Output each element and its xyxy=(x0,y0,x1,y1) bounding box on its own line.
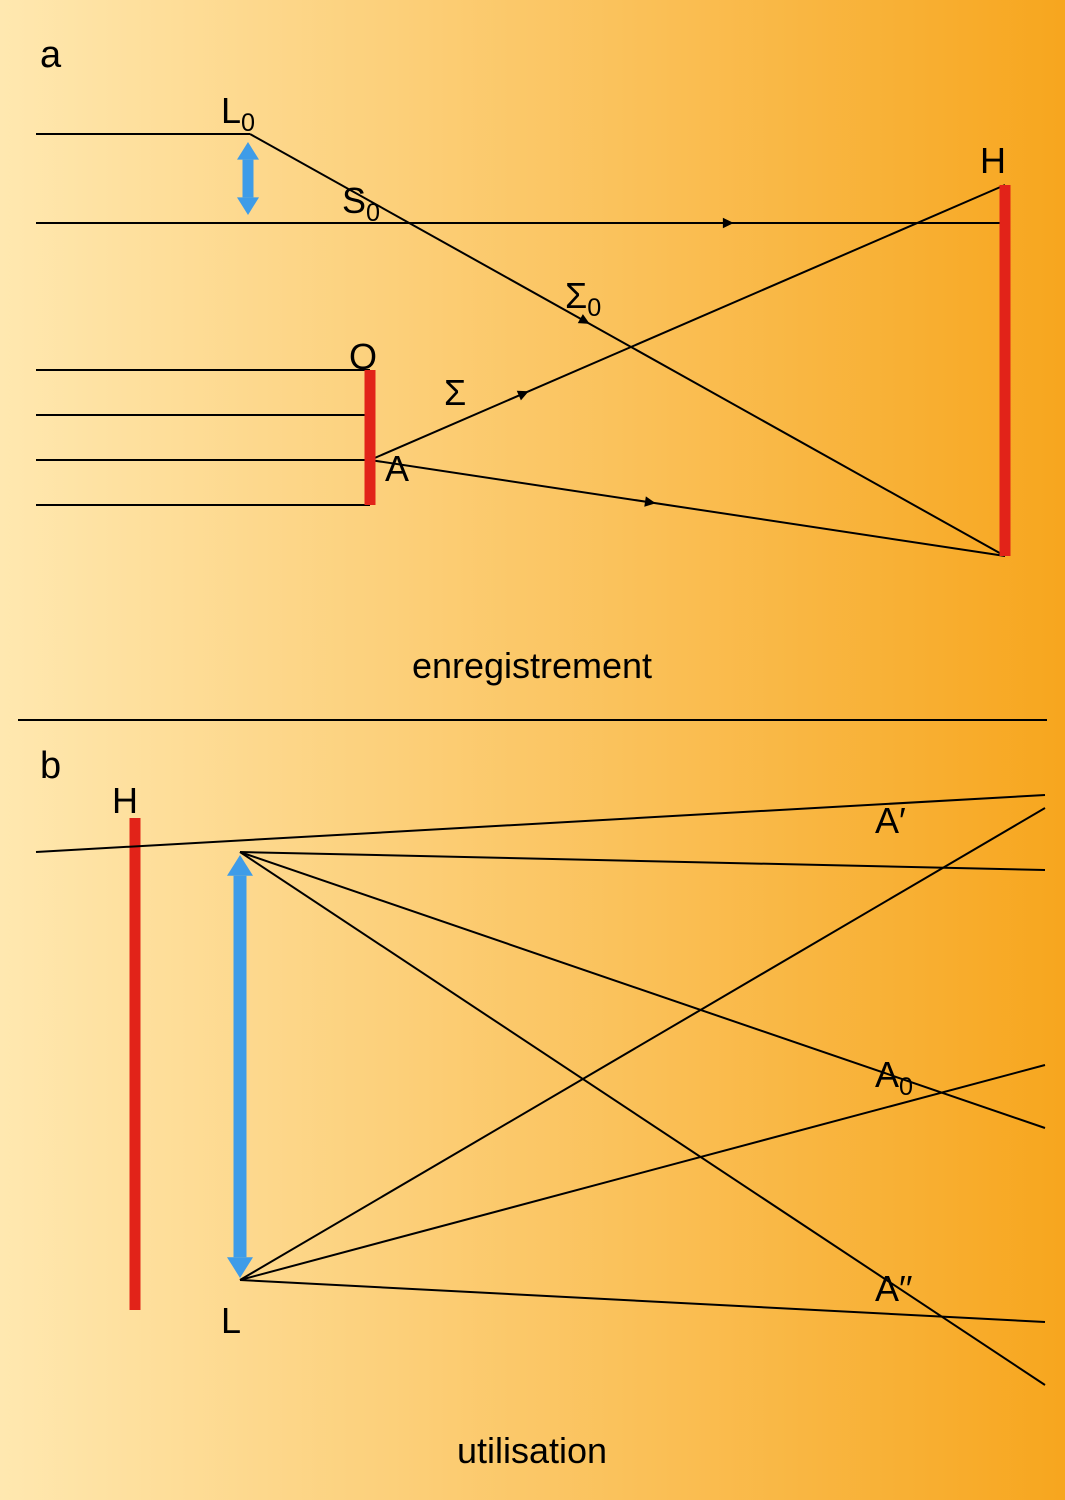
label-L0: L0 xyxy=(221,90,255,138)
caption-a: enregistrement xyxy=(412,645,652,687)
panel-a-letter: a xyxy=(40,34,61,77)
caption-b: utilisation xyxy=(457,1430,607,1472)
label-Sigma: Σ xyxy=(444,372,466,414)
label-H-b: H xyxy=(112,780,138,822)
label-H-a: H xyxy=(980,140,1006,182)
label-L: L xyxy=(221,1300,241,1342)
label-S0: S0 xyxy=(342,180,380,228)
label-O: O xyxy=(349,336,377,378)
label-A-prime: A′ xyxy=(875,800,906,842)
label-A0: A0 xyxy=(875,1054,913,1102)
label-A-double-prime: A′′ xyxy=(875,1268,913,1310)
label-A: A xyxy=(385,448,409,490)
label-Sigma0: Σ0 xyxy=(565,275,601,323)
panel-b-letter: b xyxy=(40,745,61,788)
